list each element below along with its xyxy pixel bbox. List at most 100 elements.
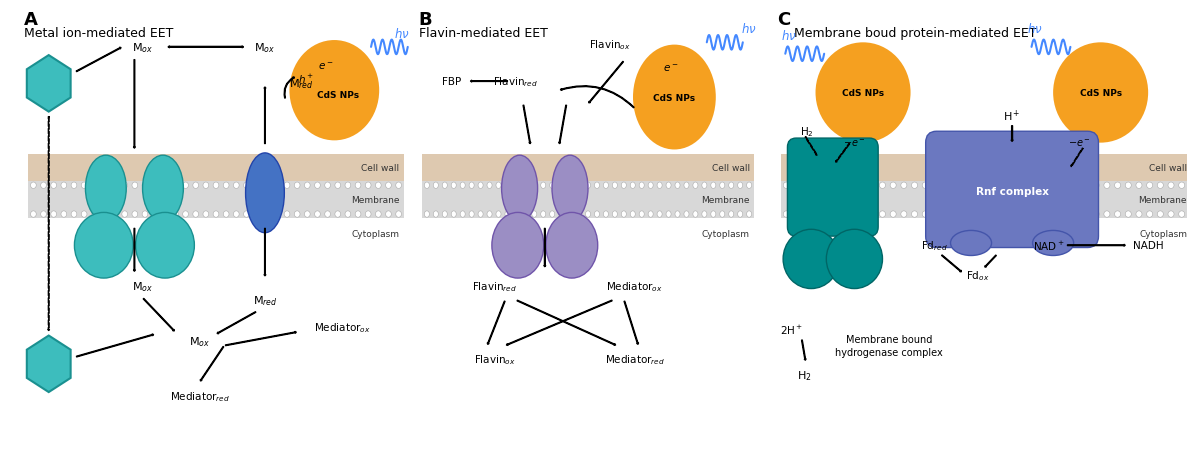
Circle shape: [858, 182, 864, 189]
Circle shape: [1104, 212, 1110, 218]
Circle shape: [61, 182, 67, 189]
Circle shape: [1157, 212, 1163, 218]
Circle shape: [658, 212, 662, 218]
Circle shape: [1008, 212, 1014, 218]
Text: Fd$_{red}$: Fd$_{red}$: [920, 239, 948, 253]
Circle shape: [1126, 182, 1132, 189]
Text: CdS NPs: CdS NPs: [653, 93, 696, 102]
Circle shape: [162, 182, 168, 189]
Circle shape: [102, 212, 107, 218]
Circle shape: [214, 212, 218, 218]
Circle shape: [816, 43, 911, 143]
Text: Membrane bound
hydrogenase complex: Membrane bound hydrogenase complex: [835, 334, 943, 357]
Text: $-e^-$: $-e^-$: [842, 138, 866, 149]
FancyArrowPatch shape: [544, 229, 546, 267]
Circle shape: [847, 182, 853, 189]
Circle shape: [1093, 182, 1099, 189]
FancyArrowPatch shape: [77, 48, 121, 72]
FancyArrowPatch shape: [264, 88, 265, 144]
Circle shape: [702, 182, 707, 189]
Circle shape: [523, 182, 528, 189]
Circle shape: [805, 212, 811, 218]
Circle shape: [622, 212, 626, 218]
Text: Membrane: Membrane: [1139, 196, 1187, 205]
Text: Cytoplasm: Cytoplasm: [352, 230, 400, 239]
Circle shape: [355, 182, 361, 189]
Circle shape: [112, 182, 118, 189]
FancyArrowPatch shape: [48, 117, 49, 331]
Circle shape: [1147, 182, 1153, 189]
Circle shape: [826, 182, 832, 189]
Circle shape: [815, 212, 821, 218]
Circle shape: [1008, 182, 1014, 189]
FancyArrowPatch shape: [1012, 126, 1013, 142]
Circle shape: [1178, 212, 1184, 218]
Circle shape: [132, 212, 138, 218]
Circle shape: [648, 212, 653, 218]
Circle shape: [469, 182, 474, 189]
FancyArrowPatch shape: [985, 256, 996, 268]
Circle shape: [425, 182, 430, 189]
Text: Rnf complex: Rnf complex: [976, 186, 1049, 196]
Circle shape: [986, 212, 992, 218]
Circle shape: [738, 182, 743, 189]
Circle shape: [532, 212, 536, 218]
Circle shape: [203, 182, 209, 189]
Circle shape: [546, 213, 598, 278]
Circle shape: [1115, 212, 1121, 218]
Circle shape: [41, 182, 47, 189]
Circle shape: [289, 41, 379, 141]
Circle shape: [346, 182, 350, 189]
Circle shape: [728, 182, 733, 189]
Circle shape: [478, 182, 484, 189]
Circle shape: [869, 182, 875, 189]
Text: H$^+$: H$^+$: [1003, 108, 1021, 124]
FancyArrowPatch shape: [217, 312, 256, 334]
Circle shape: [666, 212, 671, 218]
Ellipse shape: [950, 231, 991, 256]
Circle shape: [692, 212, 698, 218]
Circle shape: [451, 212, 456, 218]
Circle shape: [836, 182, 842, 189]
Circle shape: [182, 212, 188, 218]
Circle shape: [684, 182, 689, 189]
Circle shape: [203, 212, 209, 218]
Text: C: C: [776, 11, 790, 29]
Text: $h\nu$: $h\nu$: [742, 22, 757, 36]
Circle shape: [1178, 182, 1184, 189]
Circle shape: [132, 182, 138, 189]
Circle shape: [173, 212, 179, 218]
Circle shape: [1050, 182, 1056, 189]
Circle shape: [305, 182, 310, 189]
Ellipse shape: [502, 156, 538, 222]
Circle shape: [264, 182, 270, 189]
Circle shape: [1072, 182, 1078, 189]
FancyArrowPatch shape: [200, 347, 223, 381]
FancyArrowPatch shape: [589, 62, 623, 104]
FancyArrowPatch shape: [942, 255, 961, 272]
Circle shape: [496, 212, 502, 218]
Circle shape: [541, 182, 546, 189]
Circle shape: [1115, 182, 1121, 189]
Circle shape: [1082, 182, 1088, 189]
Circle shape: [586, 182, 590, 189]
Circle shape: [1157, 182, 1163, 189]
Circle shape: [234, 212, 239, 218]
Circle shape: [550, 182, 554, 189]
Circle shape: [720, 212, 725, 218]
Circle shape: [674, 182, 680, 189]
Bar: [29, 182, 403, 218]
Ellipse shape: [246, 154, 284, 233]
Circle shape: [630, 212, 635, 218]
Text: M$_{ox}$: M$_{ox}$: [132, 41, 154, 55]
Circle shape: [514, 212, 518, 218]
Text: Cytoplasm: Cytoplasm: [702, 230, 750, 239]
Circle shape: [152, 212, 158, 218]
Text: CdS NPs: CdS NPs: [1080, 89, 1122, 98]
Circle shape: [487, 212, 492, 218]
Circle shape: [1126, 212, 1132, 218]
Circle shape: [710, 212, 716, 218]
Circle shape: [514, 182, 518, 189]
Circle shape: [223, 182, 229, 189]
Circle shape: [1147, 212, 1153, 218]
